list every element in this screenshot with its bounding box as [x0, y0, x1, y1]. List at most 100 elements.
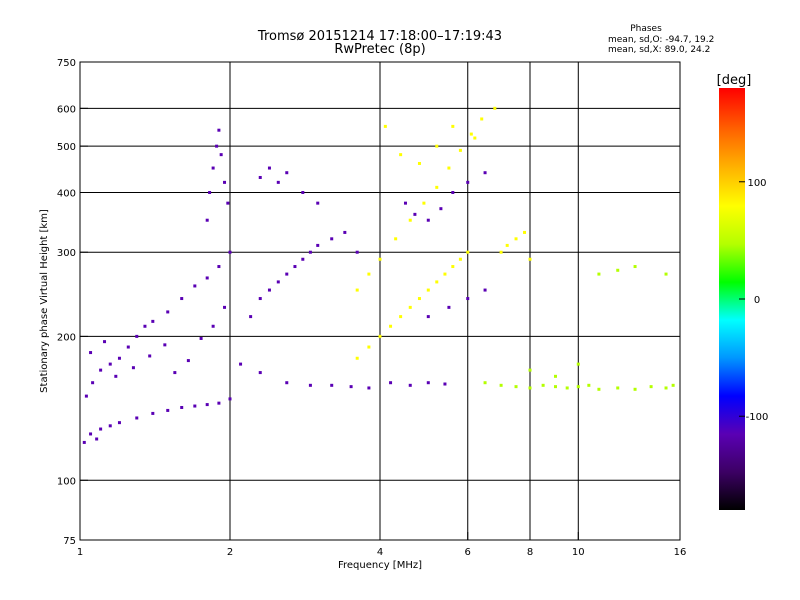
data-point — [403, 201, 407, 205]
data-point — [239, 362, 243, 366]
data-point — [671, 383, 675, 387]
x-tick-label: 2 — [227, 547, 233, 558]
data-point — [565, 386, 569, 390]
data-point — [166, 310, 170, 314]
data-point — [426, 288, 430, 292]
data-point — [99, 427, 103, 431]
data-point — [480, 117, 484, 121]
colorbar-tick-label: 0 — [754, 295, 760, 306]
data-point — [267, 166, 271, 170]
data-point — [426, 315, 430, 319]
data-point — [435, 185, 439, 189]
stats-block: Phases mean, sd,O: -94.7, 19.2 mean, sd,… — [608, 24, 714, 55]
data-point — [435, 280, 439, 284]
data-point — [99, 368, 103, 372]
data-point — [205, 276, 209, 280]
colorbar-label: [deg] — [717, 73, 752, 88]
data-point — [223, 305, 227, 309]
data-point — [285, 381, 289, 385]
data-point — [367, 345, 371, 349]
x-axis-ticks: 1 2 4 6 8 10 16 — [77, 532, 686, 558]
x-tick-label: 6 — [465, 547, 471, 558]
data-point — [458, 148, 462, 152]
data-point — [316, 243, 320, 247]
data-point — [355, 250, 359, 254]
data-point — [193, 404, 197, 408]
data-point — [166, 408, 170, 412]
data-point — [443, 382, 447, 386]
data-point — [89, 351, 93, 355]
stats-heading: Phases — [630, 24, 662, 34]
data-point — [117, 356, 121, 360]
data-point — [451, 190, 455, 194]
data-point — [199, 336, 203, 340]
data-point — [408, 383, 412, 387]
data-point — [458, 257, 462, 261]
data-point — [258, 297, 262, 301]
data-point — [330, 237, 334, 241]
data-point — [349, 385, 353, 389]
data-point — [163, 343, 167, 347]
y-tick-label: 100 — [57, 476, 76, 487]
data-point — [553, 385, 557, 389]
data-point — [451, 124, 455, 128]
data-point — [211, 324, 215, 328]
data-point — [399, 315, 403, 319]
data-point — [633, 265, 637, 269]
data-point — [616, 386, 620, 390]
data-point — [258, 371, 262, 375]
data-point — [114, 374, 118, 378]
data-point — [597, 387, 601, 391]
data-point — [103, 340, 107, 344]
data-point — [151, 411, 155, 415]
data-point — [143, 324, 147, 328]
y-axis-ticks: 75 100 200 300 400 500 600 750 — [57, 58, 88, 547]
data-point — [301, 257, 305, 261]
chart-title: Tromsø 20151214 17:18:00–17:19:43 — [257, 29, 502, 44]
data-point — [285, 171, 289, 175]
data-point — [84, 394, 88, 398]
data-point — [316, 201, 320, 205]
data-point — [89, 432, 93, 436]
data-point — [267, 288, 271, 292]
y-tick-label: 750 — [57, 58, 76, 69]
data-point — [447, 166, 451, 170]
stats-line-o: mean, sd,O: -94.7, 19.2 — [608, 35, 714, 45]
data-point — [367, 386, 371, 390]
data-point — [633, 387, 637, 391]
data-point — [541, 383, 545, 387]
data-point — [308, 250, 312, 254]
data-point — [466, 180, 470, 184]
y-tick-label: 400 — [57, 188, 76, 199]
data-point — [211, 166, 215, 170]
data-point — [186, 359, 190, 363]
data-point — [389, 381, 393, 385]
data-point — [343, 230, 347, 234]
chart-subtitle: RwPretec (8p) — [334, 42, 425, 57]
data-point — [514, 385, 518, 389]
colorbar: [deg] 100 0 -100 — [717, 73, 768, 510]
data-point — [135, 416, 139, 420]
data-point — [664, 386, 668, 390]
y-tick-label: 200 — [57, 332, 76, 343]
data-point — [228, 250, 232, 254]
data-point — [576, 385, 580, 389]
data-point — [483, 288, 487, 292]
data-point — [422, 201, 426, 205]
data-point — [389, 324, 393, 328]
y-tick-label: 500 — [57, 142, 76, 153]
x-tick-label: 1 — [77, 547, 83, 558]
data-point — [399, 153, 403, 157]
data-point — [180, 297, 184, 301]
data-point — [408, 218, 412, 222]
data-point — [193, 284, 197, 288]
data-point — [483, 381, 487, 385]
y-tick-label: 75 — [63, 536, 76, 547]
data-point — [417, 161, 421, 165]
data-point — [367, 272, 371, 276]
data-point — [285, 272, 289, 276]
data-point — [131, 366, 135, 370]
colorbar-tick-label: 100 — [747, 178, 766, 189]
x-tick-label: 8 — [527, 547, 533, 558]
data-point — [82, 440, 86, 444]
